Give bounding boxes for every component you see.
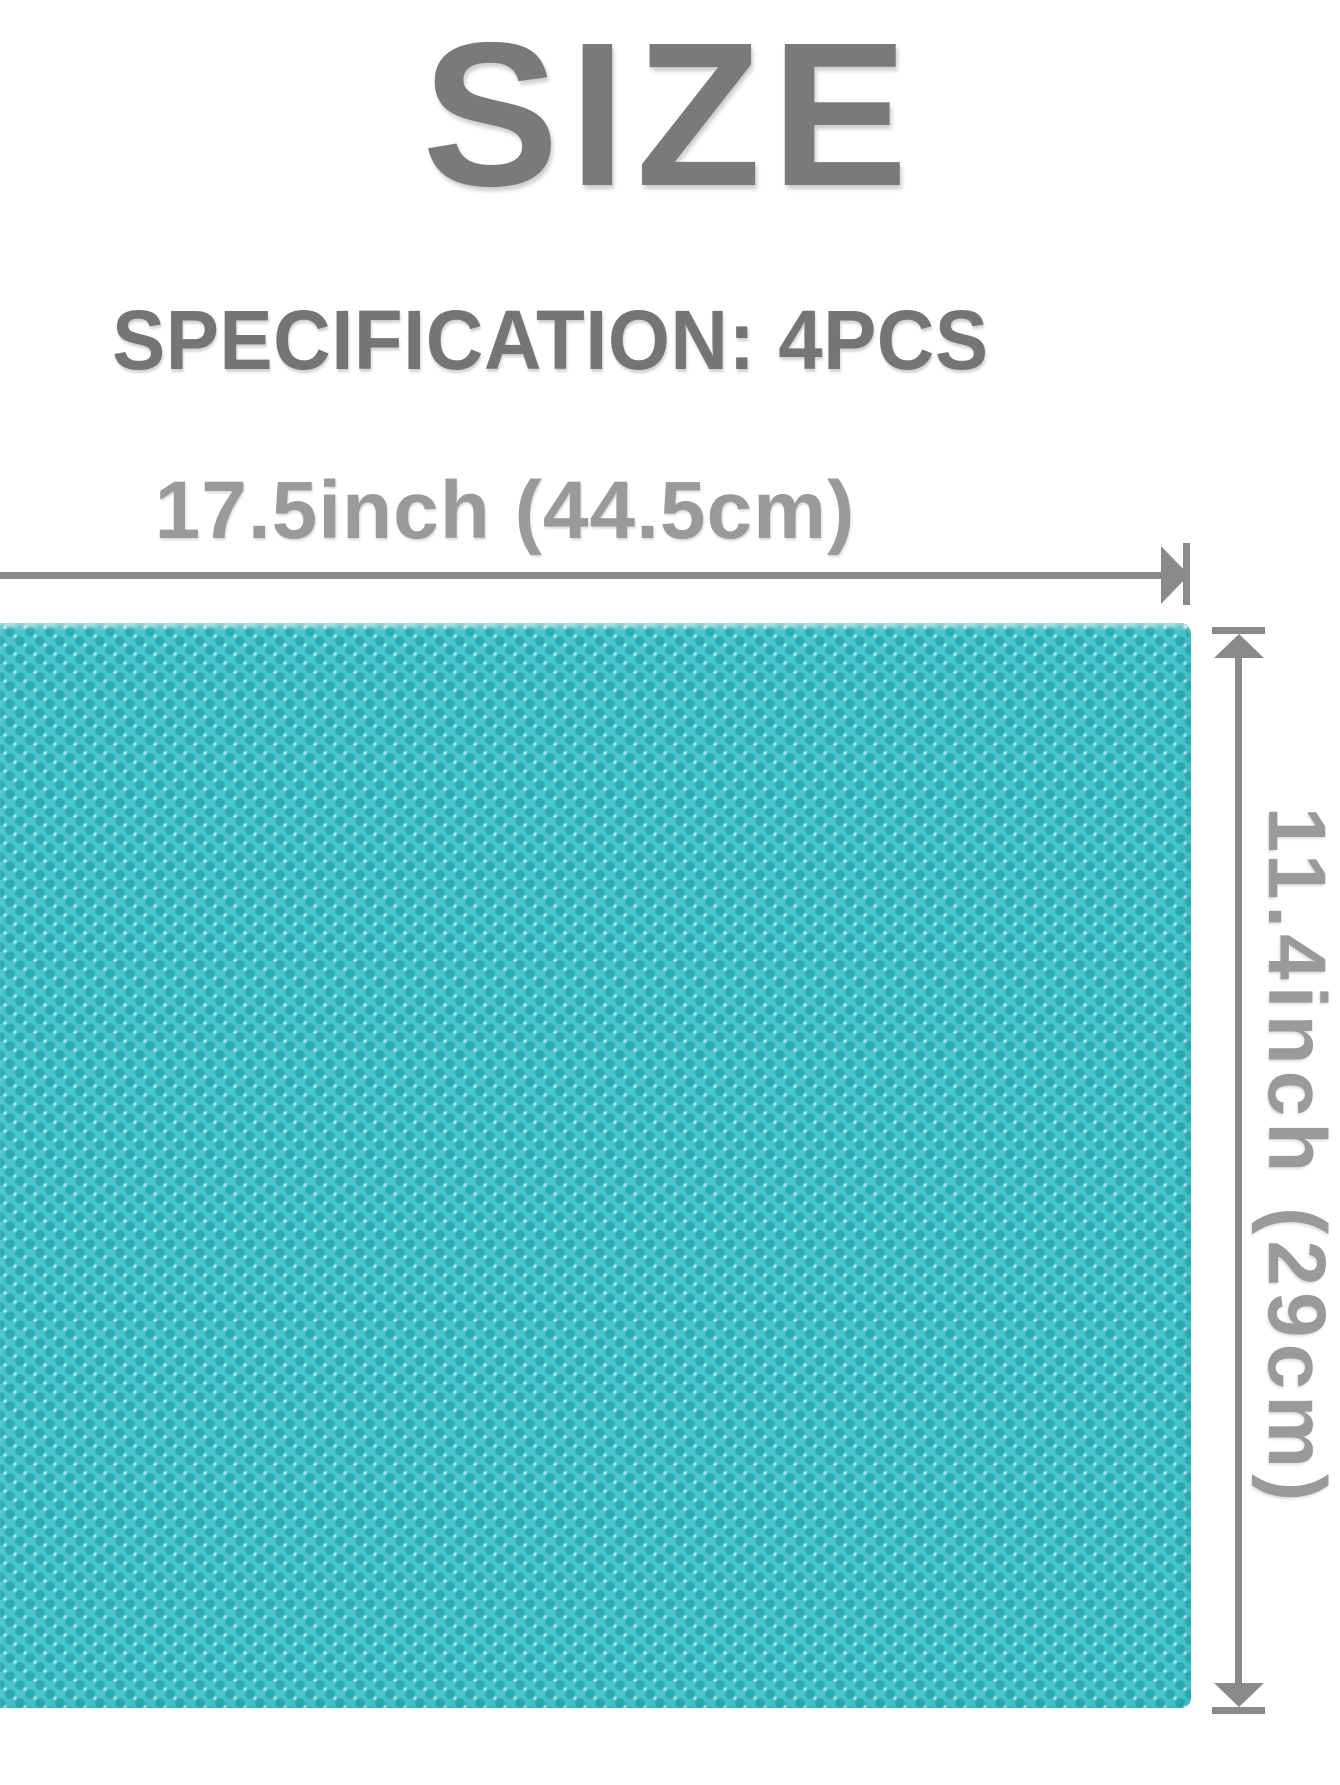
height-dimension-top-tick [1212, 627, 1265, 634]
page-title: SIZE [422, 0, 918, 229]
height-dimension-label: 11.4inch (29cm) [1251, 806, 1340, 1508]
width-dimension-end-tick [1183, 543, 1190, 605]
arrowhead-down-icon [1214, 1683, 1264, 1707]
specification-heading: SPECIFICATION: 4PCS [112, 293, 989, 387]
height-dimension-bottom-tick [1212, 1707, 1265, 1714]
height-dimension-line [1235, 652, 1242, 1690]
product-mat-photo [0, 623, 1191, 1708]
width-dimension-line [0, 572, 1164, 579]
width-dimension-label: 17.5inch (44.5cm) [154, 465, 856, 556]
